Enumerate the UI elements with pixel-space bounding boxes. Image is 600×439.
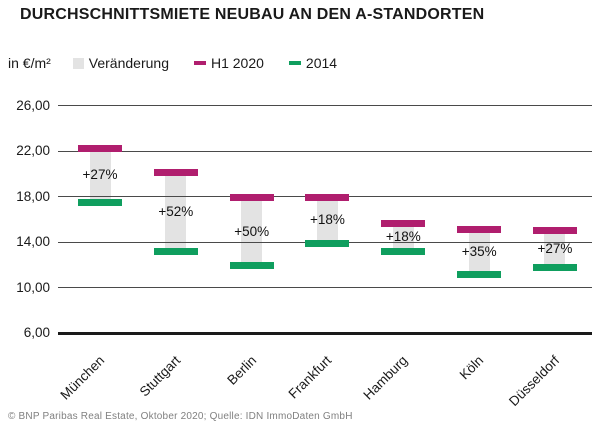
y-tick-label: 10,00 [16,279,50,295]
change-label: +35% [461,244,497,260]
change-label: +27% [82,167,118,183]
source-attribution: © BNP Paribas Real Estate, Oktober 2020;… [8,411,353,422]
h1-2020-marker [457,225,502,233]
legend-label-2014: 2014 [305,55,338,71]
h1-2020-marker [532,227,577,235]
y-tick-label: 6,00 [23,325,50,340]
change-label: +50% [234,223,270,239]
2014-dash-icon [288,61,301,65]
change-range-bar [392,223,414,252]
change-range-bar [241,197,263,266]
2014-marker [153,247,198,255]
2014-marker [381,247,426,255]
y-tick-label: 18,00 [16,188,50,204]
legend-item-2014: 2014 [288,55,338,71]
2014-marker [78,198,122,206]
change-range-bar [316,197,338,244]
2014-marker [457,271,502,279]
h1-2020-marker [381,220,426,228]
change-range-bar [544,230,566,268]
change-label: +27% [537,240,573,256]
legend-item-h1-2020: H1 2020 [193,55,264,71]
unit-label: in €/m² [8,55,51,71]
y-tick-label: 22,00 [16,143,50,158]
gridline [58,150,592,152]
h1-2020-marker [78,145,122,153]
veraenderung-swatch-icon [72,57,84,69]
gridline [58,287,592,288]
legend: in €/m² Veränderung H1 2020 2014 [8,55,362,71]
x-axis-label: München [57,352,108,403]
legend-label-h1-2020: H1 2020 [210,55,264,71]
gridline [58,105,592,106]
y-tick-label: 26,00 [16,97,50,113]
h1-2020-marker [153,169,198,177]
h1-2020-marker [229,194,274,202]
h1-2020-marker [305,194,350,202]
h1-2020-dash-icon [193,61,206,65]
change-range-bar [468,229,490,275]
legend-label-veraenderung: Veränderung [88,55,169,71]
2014-marker [229,262,274,270]
legend-item-veraenderung: Veränderung [72,55,169,71]
y-tick-label: 14,00 [16,234,50,249]
change-label: +18% [385,229,421,245]
change-range-bar [89,148,111,203]
change-label: +52% [158,203,194,219]
x-axis-line [58,331,592,335]
change-range-bar [165,172,187,252]
2014-marker [532,263,577,271]
2014-marker [305,239,350,247]
chart-title: DURCHSCHNITTSMIETE NEUBAU AN DEN A-STAND… [20,6,485,23]
change-label: +18% [310,212,345,228]
